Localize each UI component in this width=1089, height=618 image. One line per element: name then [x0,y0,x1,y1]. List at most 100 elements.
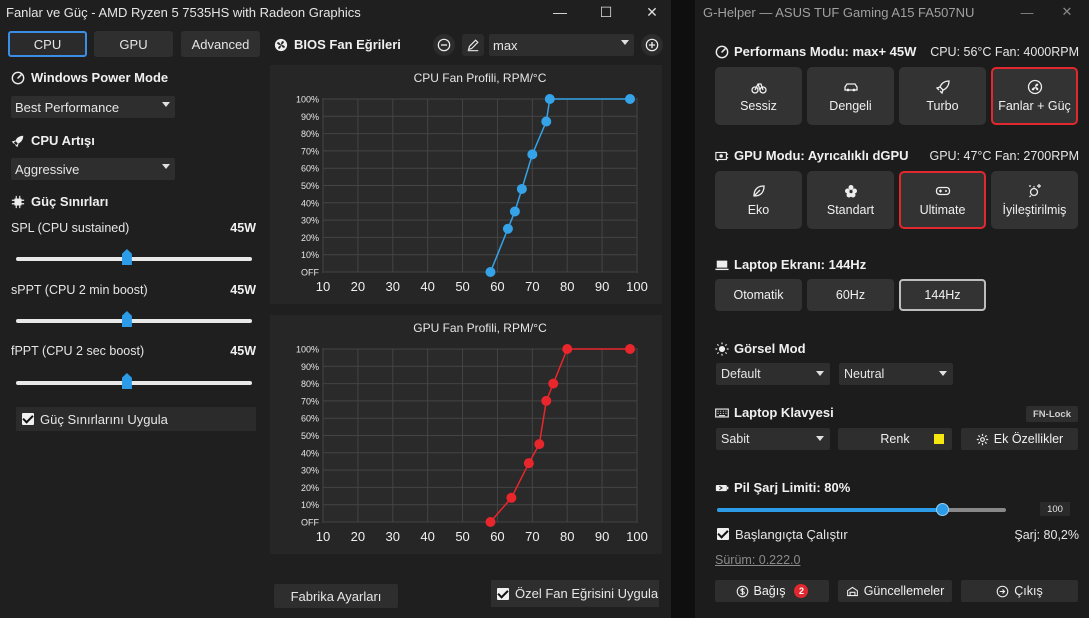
keyboard-extra-button[interactable]: Ek Özellikler [961,428,1078,450]
rocket-icon [11,135,24,147]
mode-turbo-label: Turbo [926,99,959,113]
x-tick-label: 40 [420,279,434,294]
fan-curve-point[interactable] [527,149,538,160]
ghelper-close-button[interactable]: ✕ [1061,4,1073,19]
startup-label: Başlangıçta Çalıştır [735,526,848,542]
gamut-select[interactable]: Neutral [839,363,953,385]
gpu-fan-chart[interactable]: GPU Fan Profili, RPM/°C 10 20 30 40 50 60 70 80 9… [270,315,662,554]
startup-checkbox[interactable]: Başlangıçta Çalıştır [717,526,848,542]
battery-icon [715,484,729,491]
y-tick-label: OFF [301,268,319,278]
power-mode-select[interactable]: Best Performance [11,96,175,118]
sppt-label: sPPT (CPU 2 min boost) [11,283,148,297]
version-link[interactable]: Sürüm: 0.222.0 [715,553,801,567]
add-profile-button[interactable] [641,34,663,56]
tab-cpu[interactable]: CPU [8,31,87,57]
fan-curve-point[interactable] [541,116,552,127]
fan-curve-point[interactable] [541,395,552,406]
edit-profile-button[interactable] [462,34,484,56]
cpu-fan-chart[interactable]: CPU Fan Profili, RPM/°C 10 20 30 40 50 60 70 80 9… [270,65,662,304]
fan-curve-point[interactable] [523,458,534,469]
gpu-ultimate-label: Ultimate [919,203,966,217]
visual-mode-select[interactable]: Default [716,363,830,385]
gpu-optimized-button[interactable]: İyileştirilmiş [991,171,1078,229]
minimize-button[interactable]: — [553,4,567,20]
performance-label: Performans Modu: max+ 45W [734,44,917,59]
cpu-boost-value: Aggressive [15,161,80,177]
fan-curve-point[interactable] [506,492,517,503]
fan-curve-point[interactable] [485,517,496,527]
y-tick-label: 40% [301,198,319,208]
mode-turbo-button[interactable]: Turbo [899,67,986,125]
y-tick-label: 30% [301,466,319,476]
donate-button[interactable]: Bağış 2 [715,580,829,602]
y-tick-label: 70% [301,396,319,406]
sppt-slider[interactable] [16,311,252,327]
mode-balanced-button[interactable]: Dengeli [807,67,894,125]
factory-reset-button[interactable]: Fabrika Ayarları [274,584,398,608]
fn-lock-button[interactable]: FN-Lock [1026,406,1078,422]
apply-fan-curve-checkbox[interactable]: Özel Fan Eğrisini Uygula [491,580,659,607]
y-tick-label: 30% [301,216,319,226]
tab-advanced[interactable]: Advanced [181,31,260,57]
fan-curve-point[interactable] [502,223,513,234]
apply-power-limits-checkbox[interactable]: Güç Sınırlarını Uygula [16,407,256,431]
refresh-144hz-button[interactable]: 144Hz [899,279,986,311]
gpu-standard-button[interactable]: Standart [807,171,894,229]
fan-curve-point[interactable] [548,378,559,389]
gpu-eco-button[interactable]: Eko [715,171,802,229]
fan-curve-point[interactable] [544,94,555,104]
gpu-status: GPU: 47°C Fan: 2700RPM [929,149,1079,163]
fan-curve-point[interactable] [509,206,520,217]
close-button[interactable]: ✕ [646,3,658,20]
gpu-ultimate-button[interactable]: Ultimate [899,171,986,229]
charge-limit-slider[interactable] [717,503,1006,516]
spl-slider-thumb[interactable] [121,249,132,265]
fan-curve-line [489,348,631,523]
tab-gpu[interactable]: GPU [94,31,173,57]
charge-status: Şarj: 80,2% [1014,528,1079,542]
chevron-down-icon [162,164,170,169]
updates-button[interactable]: Güncellemeler [838,580,952,602]
charge-limit-fill [717,508,943,512]
fan-curve-point[interactable] [562,344,573,354]
y-tick-label: OFF [301,518,319,528]
power-mode-label: Windows Power Mode [31,70,169,85]
apply-power-limits-label: Güç Sınırlarını Uygula [40,411,168,427]
gpu-icon [715,151,729,161]
performance-title: Performans Modu: max+ 45W [715,44,916,59]
cpu-boost-select[interactable]: Aggressive [11,158,175,180]
chart-title: GPU Fan Profili, RPM/°C [413,321,547,335]
keyboard-icon [715,407,729,418]
y-tick-label: 40% [301,448,319,458]
refresh-60hz-button[interactable]: 60Hz [807,279,894,311]
sppt-slider-thumb[interactable] [121,311,132,327]
fan-curve-point[interactable] [516,183,527,194]
mode-fans-power-button[interactable]: Fanlar + Güç [991,67,1078,125]
fan-curve-point[interactable] [625,94,636,104]
remove-profile-button[interactable] [433,34,455,56]
battery-title: Pil Şarj Limiti: 80% [715,480,850,495]
ghelper-minimize-button[interactable]: — [1020,4,1034,20]
fppt-slider-thumb[interactable] [121,373,132,389]
x-tick-label: 30 [386,529,400,544]
keyboard-color-button[interactable]: Renk [838,428,952,450]
fan-curve-point[interactable] [625,344,636,354]
quit-button[interactable]: Çıkış [961,580,1078,602]
fan-profile-select[interactable]: max [489,34,634,56]
maximize-button[interactable]: ☐ [599,3,613,20]
charge-limit-thumb[interactable] [936,503,950,516]
keyboard-mode-select[interactable]: Sabit [716,428,830,450]
fppt-slider[interactable] [16,373,252,389]
refresh-auto-button[interactable]: Otomatik [715,279,802,311]
y-tick-label: 20% [301,233,319,243]
fan-curve-point[interactable] [534,439,545,450]
mode-silent-button[interactable]: Sessiz [715,67,802,125]
chevron-down-icon [621,40,629,45]
x-tick-label: 50 [455,529,469,544]
minus-circle-icon [437,38,451,52]
spl-slider[interactable] [16,249,252,265]
visual-mode-value: Default [721,367,761,381]
fan-curve-point[interactable] [485,267,496,277]
y-tick-label: 70% [301,146,319,156]
